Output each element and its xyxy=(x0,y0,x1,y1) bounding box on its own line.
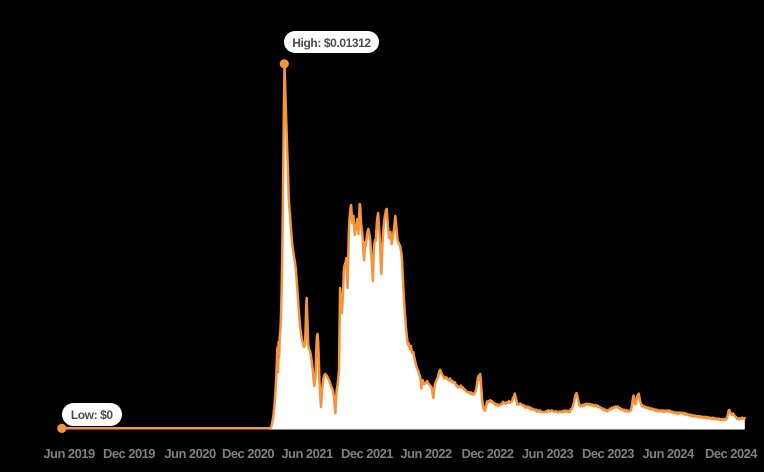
svg-text:Jun 2020: Jun 2020 xyxy=(164,446,216,461)
svg-text:Dec 2024: Dec 2024 xyxy=(705,446,758,461)
svg-text:Jun 2022: Jun 2022 xyxy=(400,446,452,461)
svg-text:Jun 2021: Jun 2021 xyxy=(281,446,333,461)
svg-text:Jun 2024: Jun 2024 xyxy=(642,446,695,461)
svg-text:Dec 2021: Dec 2021 xyxy=(341,446,393,461)
svg-text:Dec 2023: Dec 2023 xyxy=(582,446,634,461)
svg-text:Dec 2022: Dec 2022 xyxy=(462,446,514,461)
svg-text:Dec 2020: Dec 2020 xyxy=(222,446,274,461)
svg-text:Jun 2019: Jun 2019 xyxy=(43,446,95,461)
svg-text:Jun 2023: Jun 2023 xyxy=(522,446,574,461)
svg-text:Dec 2019: Dec 2019 xyxy=(103,446,155,461)
